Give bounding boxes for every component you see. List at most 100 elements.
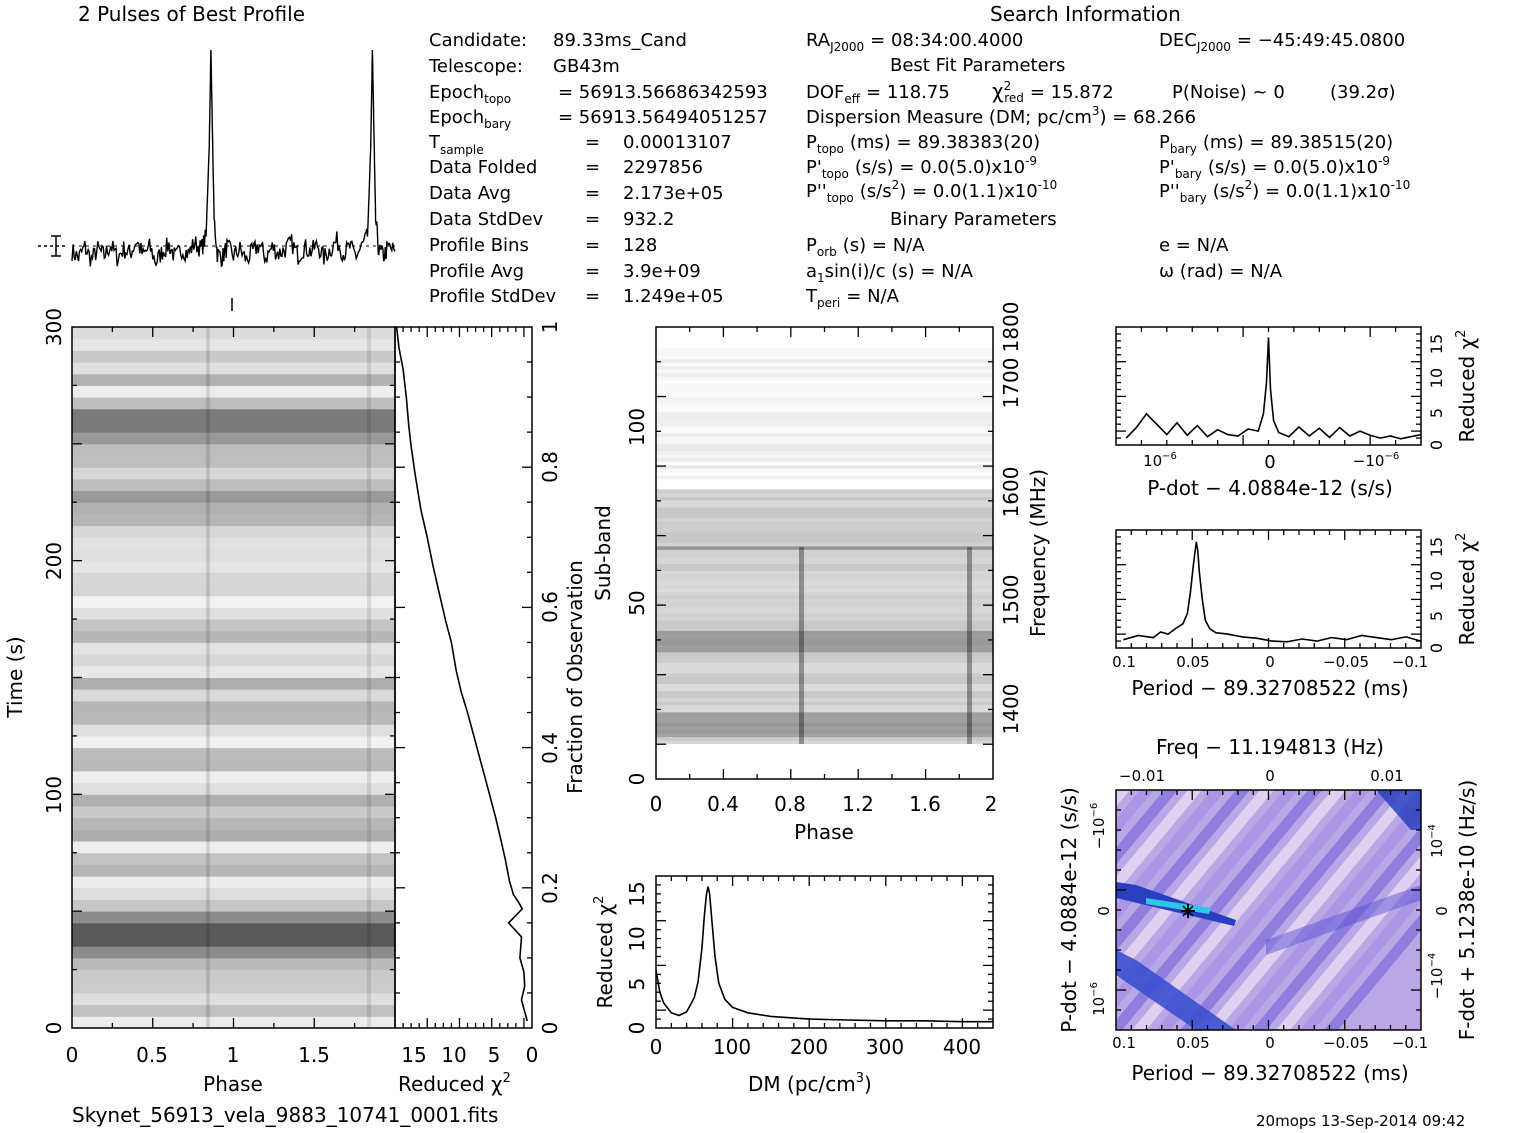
ppd-stripe — [1324, 913, 1421, 1030]
time-phase-row — [72, 700, 395, 714]
subband-row — [656, 581, 993, 586]
ct-ytick-2: 0.4 — [538, 732, 562, 764]
best-fit-header: Best Fit Parameters — [890, 55, 1065, 76]
info-epoch-topo-value: = 56913.56686342593 — [558, 82, 768, 103]
ct-xtick-1: 10 — [441, 1043, 466, 1067]
sb-ylabel: Sub-band — [591, 505, 615, 601]
pr-ytick-0: 0 — [1427, 643, 1446, 653]
time-phase-row — [72, 467, 395, 480]
ppd-stripe — [1116, 790, 1130, 807]
subband-row — [656, 507, 993, 512]
subband-row — [656, 740, 993, 745]
subband-row — [656, 627, 993, 632]
tp-xtick-3: 1.5 — [298, 1043, 330, 1067]
subband-row — [656, 432, 993, 437]
info-ecc: e = N/A — [1159, 235, 1229, 256]
subband-row — [656, 514, 993, 519]
ppd-ylabel: P-dot − 4.0884e-12 (s/s) — [1057, 787, 1081, 1033]
subband-row — [656, 436, 993, 441]
subband-row — [656, 574, 993, 579]
pr-ytick-2: 10 — [1427, 571, 1446, 591]
subband-row — [656, 390, 993, 395]
filename: Skynet_56913_vela_9883_10741_0001.fits — [72, 1103, 498, 1127]
subband-row — [656, 655, 993, 660]
sb-xlabel: Phase — [794, 820, 854, 844]
sb-xtick-3: 1.2 — [842, 792, 874, 816]
subband-panel: 0 0.4 0.8 1.2 1.6 2 Phase 0 50 100 Sub-b… — [591, 302, 1050, 844]
info-epoch-topo-label: Epochtopo — [429, 82, 511, 106]
ppd-ylabel-right: F-dot + 5.1238e-10 (Hz/s) — [1455, 780, 1479, 1041]
subband-row — [656, 418, 993, 423]
tp-xlabel: Phase — [203, 1072, 263, 1096]
subband-row — [656, 362, 993, 367]
tp-xtick-0: 0 — [66, 1043, 79, 1067]
tp-pulse-track — [206, 327, 210, 1028]
ppd-rtick-1: 0 — [1433, 906, 1451, 916]
info-dm: Dispersion Measure (DM; pc/cm3) = 68.266 — [806, 104, 1196, 128]
ppd-stripe — [1116, 790, 1178, 865]
subband-row — [656, 411, 993, 416]
ppd-stripe — [868, 790, 1082, 1030]
subband-row — [656, 595, 993, 600]
ppdot-panel: Freq − 11.194813 (Hz) −0.01 0 0.01 0.1 0… — [676, 735, 1479, 1085]
pd-ylabel: Reduced χ2 — [1454, 330, 1479, 443]
profile-line — [71, 49, 396, 268]
time-phase-row — [72, 490, 395, 503]
pr-xtick-2: 0 — [1265, 653, 1275, 671]
ppd-stripe — [676, 790, 890, 1030]
time-phase-row — [72, 408, 395, 421]
subband-row — [656, 379, 993, 384]
ppd-stripe — [844, 790, 1058, 1030]
ppd-ytick-0: 10−6 — [1089, 982, 1108, 1016]
dm-xtick-2: 200 — [790, 1035, 828, 1059]
pdot-chi-panel: 10−6 0 −10−6 P-dot − 4.0884e-12 (s/s) 0 … — [1115, 326, 1479, 500]
sb-rtick-0: 1400 — [999, 684, 1023, 735]
ppd-ytick-2: −10−6 — [1089, 803, 1108, 849]
time-phase-row — [72, 373, 395, 386]
subband-row — [656, 408, 993, 413]
pd-ytick-2: 10 — [1427, 368, 1446, 388]
info-epoch-bary-label: Epochbary — [429, 107, 511, 131]
sb-pulse-track — [967, 547, 972, 744]
time-phase-row — [72, 607, 395, 620]
info-dataavg-label: Data Avg — [429, 183, 511, 204]
info-pdot-bary: P'bary (s/s) = 0.0(5.0)x10-9 — [1159, 154, 1390, 181]
subband-row — [656, 623, 993, 628]
subband-row — [656, 680, 993, 685]
info-col2: RAJ2000 = 08:34:00.4000 Best Fit Paramete… — [805, 30, 1396, 310]
subband-row — [656, 440, 993, 444]
info-telescope-value: GB43m — [553, 56, 620, 77]
pd-ytick-0: 0 — [1427, 440, 1446, 450]
info-dec: DECJ2000 = −45:49:45.0800 — [1159, 30, 1405, 54]
search-info: Search Information Candidate: 89.33ms_Ca… — [428, 2, 1410, 310]
subband-row — [656, 461, 993, 466]
time-phase-row — [72, 934, 395, 947]
subband-row — [656, 613, 993, 617]
subband-row — [656, 634, 993, 639]
tp-ytick-1: 100 — [42, 776, 66, 814]
ppd-xtick-1: 0.05 — [1176, 1034, 1209, 1052]
ct-xtick-0: 15 — [401, 1043, 426, 1067]
info-col3: DECJ2000 = −45:49:45.0800 Pbary (ms) = 89.… — [1159, 30, 1410, 282]
time-phase-row — [72, 338, 395, 351]
sb-rtick-4: 1800 — [999, 302, 1023, 353]
info-candidate-label: Candidate: — [429, 30, 527, 51]
subband-row — [656, 563, 993, 568]
time-phase-row — [72, 992, 395, 1006]
time-phase-row — [72, 560, 395, 573]
pd-ytick-1: 5 — [1427, 408, 1446, 418]
info-datastddev-label: Data StdDev — [429, 209, 544, 230]
time-phase-row — [72, 595, 395, 608]
subband-row — [656, 447, 993, 451]
subband-row — [656, 422, 993, 427]
ppd-top-xtick-1: 0 — [1265, 767, 1275, 785]
time-phase-row — [72, 525, 395, 538]
binary-header: Binary Parameters — [890, 209, 1057, 230]
info-dof: DOFeff = 118.75 — [806, 82, 950, 106]
subband-row — [656, 542, 993, 547]
subband-row — [656, 457, 993, 462]
subband-row — [656, 630, 993, 635]
time-phase-row — [72, 397, 395, 410]
dm-chi-line — [655, 886, 993, 1023]
time-phase-row — [72, 502, 395, 515]
